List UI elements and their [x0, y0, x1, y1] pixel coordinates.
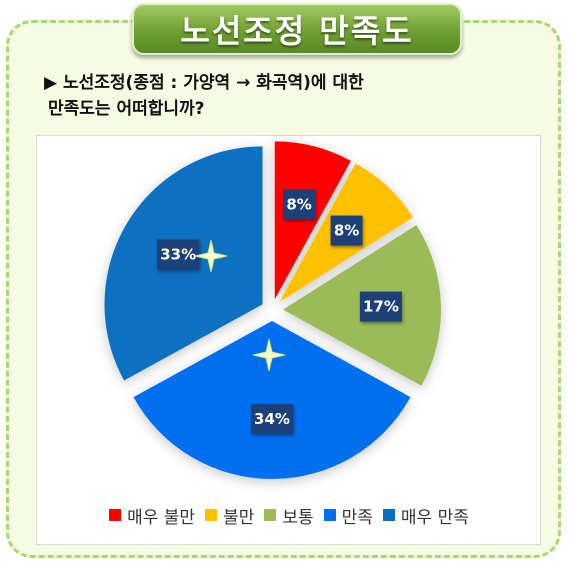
legend-label: 매우 불만: [127, 507, 196, 528]
page-title: 노선조정 만족도: [180, 12, 414, 50]
legend-swatch: [109, 509, 122, 521]
data-label-box: [251, 403, 293, 434]
title-banner: 노선조정 만족도: [132, 3, 462, 55]
data-label: 8%: [286, 195, 311, 213]
question-line-2: 만족도는 어떠합니까?: [48, 99, 205, 119]
legend-item: 매우 불만: [109, 503, 195, 528]
legend-swatch: [323, 509, 336, 521]
legend-label: 보통: [282, 507, 314, 528]
legend-item: 보통: [264, 503, 314, 528]
chart-legend: 매우 불만 불만 보통 만족 매우 만족: [54, 498, 524, 532]
data-label-box: [283, 189, 316, 220]
legend-item: 매우 만족: [382, 503, 469, 528]
legend-item: 만족: [323, 503, 373, 528]
data-label: 33%: [160, 246, 196, 264]
data-label-box: [330, 215, 363, 246]
survey-question: ▶ 노선조정(종점 : 가양역 → 화곡역)에 대한 만족도는 어떠합니까?: [44, 70, 524, 122]
data-label: 8%: [334, 222, 359, 240]
pie-slice-4: [133, 321, 411, 479]
data-label: 34%: [254, 410, 290, 428]
legend-swatch: [382, 509, 395, 521]
legend-label: 매우 만족: [400, 507, 469, 528]
data-label-box: [359, 291, 402, 322]
data-label-box: [157, 239, 200, 270]
legend-swatch: [205, 509, 218, 521]
pie-slice-1: [274, 141, 351, 300]
legend-swatch: [264, 509, 277, 521]
question-line-1: ▶ 노선조정(종점 : 가양역 → 화곡역)에 대한: [44, 73, 364, 93]
legend-item: 불만: [205, 503, 254, 528]
legend-label: 불만: [223, 507, 255, 528]
legend-label: 만족: [341, 507, 373, 528]
data-label: 17%: [363, 298, 399, 316]
